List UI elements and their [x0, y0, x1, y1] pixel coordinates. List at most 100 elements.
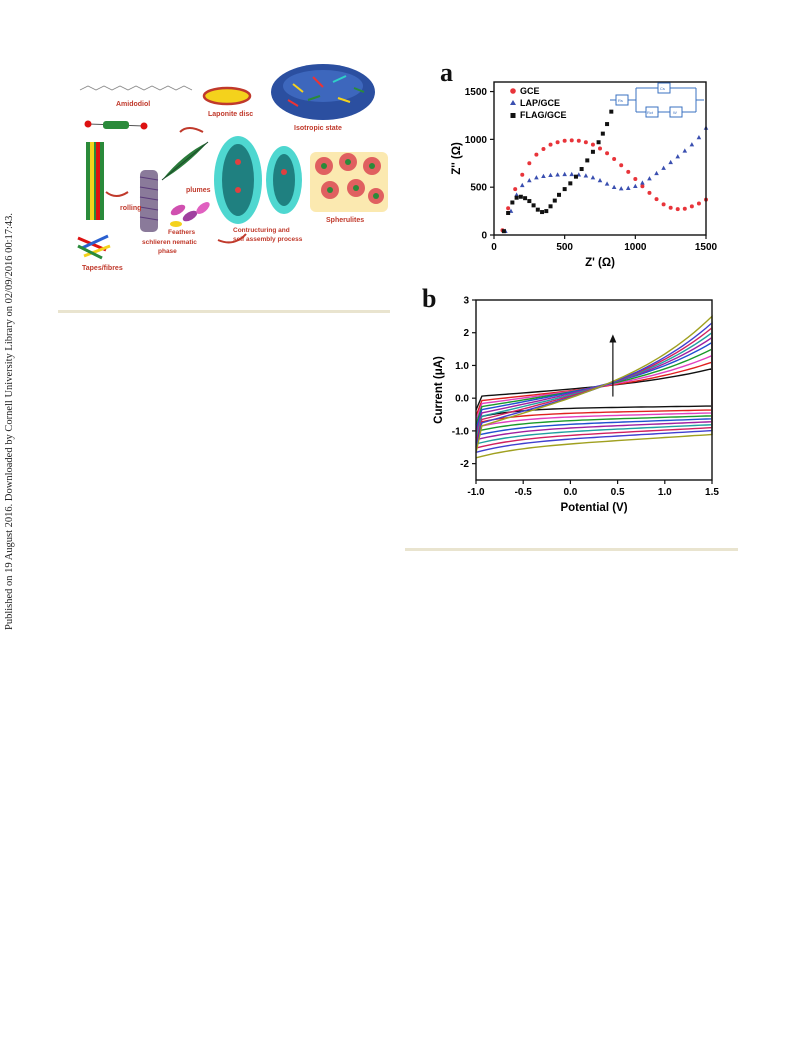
data-point [531, 203, 536, 208]
data-point [668, 159, 673, 165]
series-lap-gce [503, 125, 709, 233]
data-point [696, 134, 702, 140]
nyquist-x-axis-label: Z' (Ω) [585, 257, 615, 269]
data-point [596, 140, 601, 145]
nyquist-chart: 0 500 1000 1500 0 500 1000 1500 Z' (Ω) Z'' (Ω) GC… [451, 81, 718, 269]
tapes-bundle [77, 234, 111, 260]
data-point [519, 182, 525, 188]
constructing-label: Contructuring and [233, 227, 290, 234]
feathers-label: Feathers [168, 229, 195, 236]
data-point [514, 195, 519, 200]
feather-cluster [170, 202, 210, 227]
phase-label: phase [158, 248, 177, 255]
self-assembly-scheme: Amidodiol Laponite disc Isotropic state [77, 64, 388, 272]
equivalent-circuit [610, 82, 704, 118]
data-point [562, 171, 567, 177]
nyquist-y-axis-label: Z'' (Ω) [451, 142, 463, 175]
circuit-rct: Rct [647, 110, 654, 115]
data-point [548, 142, 553, 147]
data-point [520, 172, 525, 177]
amidodiol-rod [84, 120, 148, 130]
plume-leaf [161, 141, 209, 181]
cv-y-tick-label: 1.0 [455, 361, 469, 372]
data-point [548, 204, 553, 209]
data-point [625, 185, 631, 190]
fibre-column [86, 142, 104, 220]
data-point [609, 109, 614, 114]
cv-x-axis-label: Potential (V) [560, 502, 627, 514]
data-point [604, 181, 610, 186]
data-point [633, 183, 638, 189]
cv-y-tick-label: -2 [460, 459, 469, 470]
data-point [590, 142, 595, 147]
scan-rate-arrowhead [609, 334, 617, 343]
legend-marker-lap [510, 100, 516, 105]
data-point [535, 207, 540, 212]
data-point [675, 207, 680, 212]
spherulites-cluster [310, 152, 388, 212]
data-point [668, 205, 673, 210]
data-point [534, 175, 539, 180]
cv-chart: -1.0 -0.5 0.0 0.5 1.0 1.5 -2 -1.0 0.0 1.0 2 3 Potent… [433, 296, 719, 515]
data-point [647, 176, 652, 181]
data-point [682, 148, 688, 153]
legend-label-flag: FLAG/GCE [520, 110, 567, 120]
cv-x-tick-label: 0.5 [611, 487, 625, 498]
cv-plot-frame [475, 299, 713, 481]
amidodiol-label: Amidodiol [116, 101, 150, 108]
data-point [654, 197, 659, 202]
data-point [611, 184, 617, 189]
data-point [612, 156, 617, 161]
data-point [562, 187, 567, 192]
download-notice: Published on 19 August 2016. Downloaded … [4, 212, 15, 630]
cv-x-tick-label: 1.0 [658, 487, 672, 498]
data-point [583, 140, 588, 145]
data-point [579, 167, 584, 172]
data-point [590, 175, 596, 180]
data-point [569, 171, 575, 177]
data-point [576, 138, 581, 143]
data-point [696, 201, 701, 206]
data-point [518, 194, 523, 199]
cv-y-tick-label: 0.0 [455, 394, 469, 405]
panel-b-letter: b [422, 284, 437, 313]
data-point [544, 209, 549, 214]
data-point [541, 146, 546, 151]
cv-y-tick-label: 2 [463, 328, 469, 339]
circuit-rs: Rs [618, 98, 623, 103]
data-point [568, 181, 573, 186]
data-point [527, 199, 532, 204]
rolling-label: rolling [120, 205, 141, 212]
rolled-structure [139, 170, 159, 232]
data-point [569, 138, 574, 143]
nyquist-x-tick-label: 500 [556, 242, 573, 253]
nyquist-x-tick-label: 0 [491, 242, 497, 253]
cv-x-tick-label: -1.0 [467, 487, 485, 498]
cv-x-tick-label: -0.5 [515, 487, 533, 498]
plumes-label: plumes [186, 187, 211, 194]
data-point [523, 196, 528, 201]
laponite-label: Laponite disc [208, 111, 253, 118]
data-point [562, 138, 567, 143]
data-point [557, 192, 562, 197]
spherulites-label: Spherulites [326, 217, 364, 224]
data-point [689, 204, 694, 209]
amidodiol-molecule [79, 85, 193, 91]
data-point [534, 152, 539, 157]
legend-label-lap: LAP/GCE [520, 98, 560, 108]
data-point [633, 177, 638, 182]
data-point [506, 206, 511, 211]
data-point [640, 180, 645, 185]
data-point [555, 172, 560, 177]
circuit-labels: Rs Cs Rct W [618, 86, 677, 115]
right-column-rule [405, 548, 738, 551]
nyquist-y-tick-label: 1000 [465, 135, 488, 146]
schlieren-label: schlieren nematic [142, 239, 197, 246]
data-point [573, 174, 578, 179]
data-point [510, 200, 515, 205]
data-point [600, 131, 605, 136]
series-gce [500, 138, 708, 233]
left-column-rule [58, 310, 390, 313]
legend-marker-gce [510, 88, 516, 94]
data-point [513, 187, 518, 192]
